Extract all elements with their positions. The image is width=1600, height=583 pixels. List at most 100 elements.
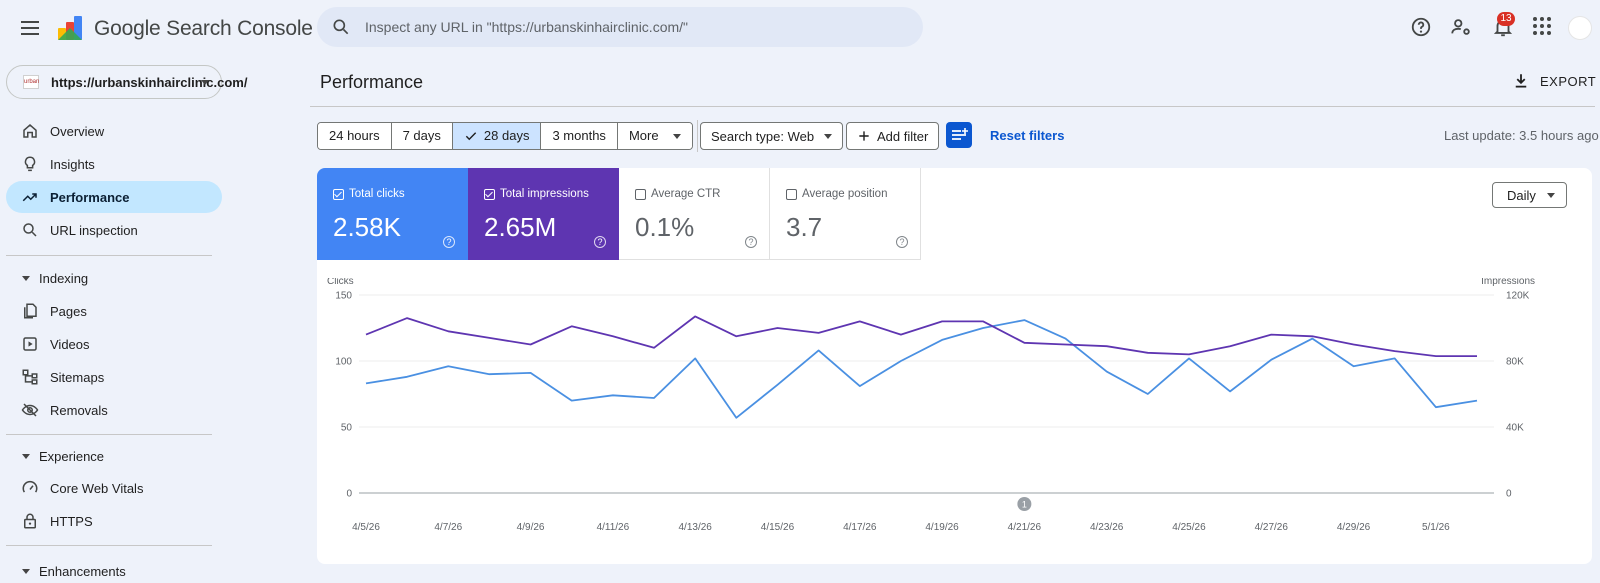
help-icon[interactable]: ? [745, 236, 757, 248]
metric-label: Total clicks [349, 188, 405, 200]
video-icon [23, 337, 37, 351]
header-divider [310, 106, 1595, 107]
help-button[interactable] [1410, 16, 1434, 40]
url-inspection-input[interactable] [365, 7, 905, 47]
metric-value: 2.58K [333, 212, 401, 242]
sitemap-icon [22, 369, 38, 385]
url-inspection-search[interactable] [317, 7, 923, 47]
x-axis-tick-label: 4/17/26 [843, 522, 877, 533]
range-more-dropdown[interactable]: More [617, 123, 692, 149]
search-console-logo [56, 14, 86, 42]
range-24-hours[interactable]: 24 hours [318, 123, 392, 149]
x-axis-tick-label: 4/15/26 [761, 522, 795, 533]
pages-icon [24, 303, 37, 319]
sidebar-section-indexing[interactable]: Indexing [22, 271, 88, 286]
metric-average-position[interactable]: Average position 3.7 ? [770, 168, 921, 260]
sidebar-item-insights[interactable]: Insights [6, 148, 222, 180]
sidebar-item-label: Insights [50, 157, 95, 172]
lock-icon [24, 513, 36, 529]
checkbox-unchecked-icon[interactable] [635, 188, 646, 200]
manage-users-icon [1451, 19, 1470, 35]
metric-label: Average position [802, 188, 888, 200]
sidebar-item-label: Core Web Vitals [50, 481, 144, 496]
left-axis-title: Clicks [327, 278, 354, 287]
range-label: 24 hours [329, 128, 380, 143]
help-icon[interactable]: ? [594, 236, 606, 248]
sidebar-item-overview[interactable]: Overview [6, 115, 222, 147]
range-28-days[interactable]: 28 days [452, 123, 542, 149]
sidebar-item-removals[interactable]: Removals [6, 394, 222, 426]
speed-gauge-icon [22, 480, 38, 493]
x-axis-tick-label: 4/7/26 [434, 522, 462, 533]
granularity-label: Daily [1507, 187, 1536, 203]
check-icon [465, 132, 477, 141]
x-axis-tick-label: 4/9/26 [517, 522, 545, 533]
sidebar-item-performance[interactable]: Performance [6, 181, 222, 213]
search-type-filter[interactable]: Search type: Web [700, 122, 844, 150]
sidebar-item-label: Videos [50, 337, 90, 352]
left-axis-tick-label: 50 [341, 423, 353, 434]
metric-value: 2.65M [484, 212, 557, 242]
section-title: Experience [39, 449, 105, 464]
sidebar-item-url-inspection[interactable]: URL inspection [6, 214, 222, 246]
right-axis-tick-label: 80K [1506, 357, 1524, 368]
sidebar-item-label: Pages [50, 304, 87, 319]
help-icon[interactable]: ? [443, 236, 455, 248]
add-filter-button[interactable]: Add filter [846, 122, 940, 150]
right-axis-tick-label: 120K [1506, 291, 1530, 302]
range-7-days[interactable]: 7 days [391, 123, 453, 149]
sidebar-item-label: Performance [50, 190, 130, 205]
add-filter-label: Add filter [877, 128, 929, 144]
lightbulb-icon [24, 156, 36, 172]
sidebar-item-core-web-vitals[interactable]: Core Web Vitals [6, 472, 222, 504]
metric-average-ctr[interactable]: Average CTR 0.1% ? [619, 168, 770, 260]
metric-value: 0.1% [635, 212, 695, 242]
annotation-label: 1 [1022, 500, 1027, 510]
account-avatar[interactable] [1568, 16, 1592, 40]
property-selector[interactable]: urban https://urbanskinhairclinic.com/ [6, 65, 247, 99]
help-icon[interactable]: ? [896, 236, 908, 248]
reset-filters-link[interactable]: Reset filters [990, 128, 1065, 143]
sidebar-section-enhancements[interactable]: Enhancements [22, 564, 126, 579]
x-axis-tick-label: 4/21/26 [1008, 522, 1042, 533]
sidebar-item-label: Removals [50, 403, 108, 418]
manage-users-button[interactable] [1450, 16, 1474, 40]
right-axis-title: Impressions [1481, 278, 1535, 287]
search-icon [23, 223, 37, 237]
caret-down-icon [824, 133, 833, 139]
sidebar-item-sitemaps[interactable]: Sitemaps [6, 361, 222, 393]
google-apps-button[interactable] [1532, 16, 1556, 40]
granularity-dropdown[interactable]: Daily [1492, 182, 1567, 208]
search-icon [333, 19, 349, 35]
x-axis-tick-label: 4/27/26 [1255, 522, 1289, 533]
sidebar-item-label: Sitemaps [50, 370, 105, 385]
sidebar-item-pages[interactable]: Pages [6, 295, 222, 327]
sidebar-item-https[interactable]: HTTPS [6, 505, 222, 537]
search-type-label: Search type: Web [711, 128, 815, 144]
sidebar-divider [6, 255, 212, 256]
export-button[interactable]: EXPORT [1512, 72, 1596, 90]
main-menu-button[interactable] [18, 16, 42, 40]
range-label: 7 days [402, 128, 441, 143]
sidebar-divider [6, 545, 212, 546]
x-axis-tick-label: 4/19/26 [925, 522, 959, 533]
sidebar-section-experience[interactable]: Experience [22, 449, 104, 464]
left-axis-tick-label: 0 [346, 489, 352, 500]
performance-card: Total clicks 2.58K ? Total impressions 2… [317, 168, 1592, 564]
checkbox-checked-icon[interactable] [484, 188, 495, 200]
sidebar-item-label: HTTPS [50, 514, 93, 529]
checkbox-unchecked-icon[interactable] [786, 188, 797, 200]
sidebar-item-label: Overview [50, 124, 105, 139]
metric-total-impressions[interactable]: Total impressions 2.65M ? [468, 168, 619, 260]
series-line-impressions [365, 315, 1477, 357]
filter-divider [697, 120, 698, 152]
sidebar-item-videos[interactable]: Videos [6, 328, 222, 360]
x-axis-tick-label: 4/29/26 [1337, 522, 1371, 533]
x-axis-tick-label: 4/25/26 [1172, 522, 1206, 533]
date-range-selector[interactable]: 24 hours 7 days 28 days 3 months More [317, 122, 693, 150]
filter-settings-button[interactable] [946, 122, 972, 148]
metric-total-clicks[interactable]: Total clicks 2.58K ? [317, 168, 468, 260]
checkbox-checked-icon[interactable] [333, 188, 344, 200]
range-3-months[interactable]: 3 months [541, 123, 618, 149]
help-icon [1411, 17, 1431, 37]
